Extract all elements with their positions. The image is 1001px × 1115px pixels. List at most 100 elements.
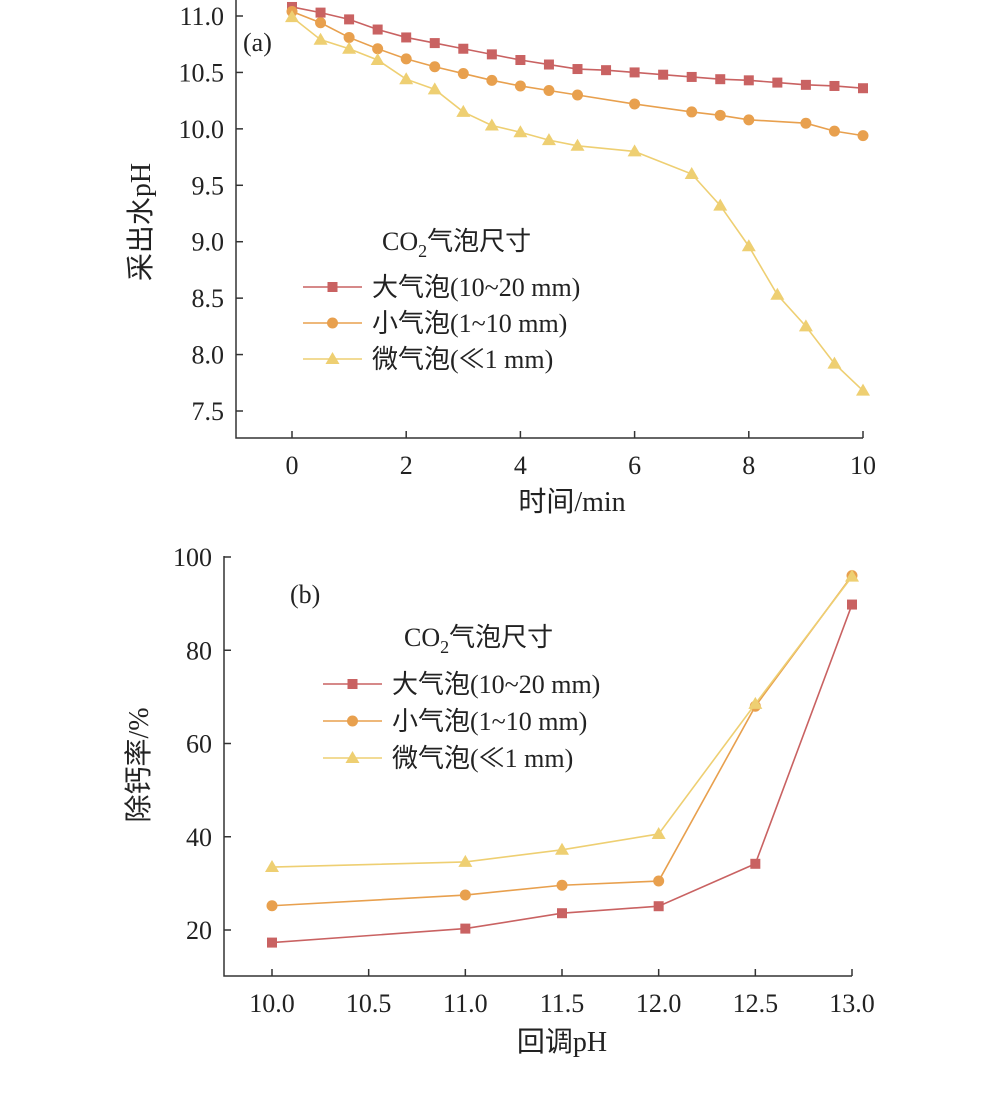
y-tick-label: 10.0 — [179, 115, 225, 144]
data-point — [342, 41, 357, 54]
data-point — [828, 125, 840, 137]
data-point — [429, 38, 440, 49]
y-tick-label: 100 — [173, 543, 212, 572]
legend-label: 小气泡(1~10 mm) — [372, 309, 567, 338]
data-point — [714, 109, 726, 121]
data-point — [543, 84, 555, 96]
data-point — [627, 144, 642, 157]
legend-marker — [327, 282, 338, 292]
series-line — [271, 575, 853, 907]
legend-label: 微气泡(≪1 mm) — [372, 345, 553, 374]
legend-label: 小气泡(1~10 mm) — [392, 707, 587, 736]
x-ticks-a: 0 2 4 6 8 10 — [286, 431, 876, 480]
series-line — [271, 576, 853, 868]
x-ticks-b: 10.0 10.5 11.0 11.5 12.0 12.5 13.0 — [249, 969, 875, 1018]
data-point — [457, 68, 469, 80]
data-point — [401, 32, 412, 43]
data-point — [458, 854, 473, 867]
x-tick-label: 2 — [400, 451, 413, 480]
data-point — [741, 239, 756, 252]
y-tick-label: 9.0 — [192, 228, 225, 257]
legend-label: 大气泡(10~20 mm) — [392, 670, 600, 699]
data-point — [267, 937, 277, 948]
legend-marker — [327, 317, 338, 329]
series-square — [287, 1, 868, 94]
data-point — [770, 287, 785, 300]
data-point — [658, 69, 669, 80]
data-point — [629, 67, 640, 78]
data-point — [743, 75, 754, 86]
data-point — [343, 31, 355, 43]
y-tick-label: 40 — [186, 823, 212, 852]
data-point — [845, 569, 859, 582]
series-triangle — [265, 569, 859, 873]
axis-frame-b — [223, 556, 852, 977]
data-point — [798, 319, 813, 332]
legend-label: 大气泡(10~20 mm) — [372, 273, 580, 302]
data-point — [513, 125, 528, 138]
data-point — [743, 114, 755, 126]
y-tick-label: 11.0 — [179, 2, 224, 31]
data-point — [653, 875, 665, 887]
x-tick-label: 10 — [850, 451, 876, 480]
data-point — [684, 167, 699, 179]
x-tick-label: 4 — [514, 451, 527, 480]
data-point — [456, 104, 471, 117]
x-tick-label: 11.0 — [443, 989, 488, 1018]
data-point — [458, 43, 469, 54]
legend-entry: 大气泡(10~20 mm) — [303, 273, 580, 302]
panel-label-a: (a) — [243, 28, 272, 57]
data-point — [486, 49, 497, 60]
data-point — [857, 130, 869, 142]
legend-label: 微气泡(≪1 mm) — [392, 744, 573, 773]
data-point — [399, 72, 414, 85]
legend-marker — [325, 352, 340, 364]
data-point — [858, 83, 868, 94]
data-point — [555, 842, 569, 855]
x-tick-label: 10.5 — [346, 989, 392, 1018]
data-point — [800, 117, 812, 129]
x-axis-title-b: 回调pH — [517, 1027, 607, 1058]
legend-items-a: 大气泡(10~20 mm) 小气泡(1~10 mm) 微气泡(≪1 mm) — [303, 273, 580, 374]
data-point — [570, 138, 585, 151]
data-point — [285, 10, 299, 23]
y-tick-label: 9.5 — [192, 171, 225, 200]
data-point — [827, 356, 842, 369]
x-tick-label: 13.0 — [829, 989, 875, 1018]
y-ticks-b: 20 40 60 80 100 — [173, 543, 231, 945]
data-point — [315, 17, 327, 29]
y-tick-label: 10.5 — [179, 58, 225, 87]
series-square — [267, 599, 857, 948]
y-axis-title-b: 除钙率/% — [123, 707, 155, 822]
data-point — [713, 198, 728, 211]
data-point — [856, 383, 870, 396]
y-tick-label: 20 — [186, 916, 212, 945]
data-point — [344, 14, 355, 25]
data-point — [651, 826, 666, 839]
x-tick-label: 11.5 — [540, 989, 585, 1018]
x-tick-label: 0 — [286, 451, 299, 480]
legend-items-b: 大气泡(10~20 mm) 小气泡(1~10 mm) 微气泡(≪1 mm) — [323, 670, 600, 773]
data-point — [484, 118, 499, 131]
legend-entry: 大气泡(10~20 mm) — [323, 670, 600, 699]
legend-a: CO2气泡尺寸 大气泡(10~20 mm) 小气泡(1~10 mm) 微气泡(≪1 … — [303, 227, 580, 374]
data-point — [372, 24, 383, 35]
x-axis-title-a: 时间/min — [518, 486, 625, 518]
legend-entry: 小气泡(1~10 mm) — [323, 707, 587, 736]
data-point — [266, 900, 278, 912]
x-tick-label: 8 — [742, 451, 755, 480]
data-point — [557, 908, 567, 919]
legend-b: CO2气泡尺寸 大气泡(10~20 mm) 小气泡(1~10 mm) 微气泡(≪1 … — [323, 623, 600, 773]
data-point — [370, 53, 385, 66]
data-point — [556, 879, 568, 891]
data-point — [601, 65, 612, 76]
series-triangle — [285, 10, 870, 396]
series-group-a — [285, 1, 870, 396]
data-point — [460, 923, 471, 934]
legend-entry: 微气泡(≪1 mm) — [323, 744, 573, 773]
legend-title-b: CO2气泡尺寸 — [404, 623, 553, 657]
data-point — [315, 7, 326, 18]
y-tick-label: 8.0 — [192, 341, 225, 370]
data-point — [515, 55, 526, 66]
